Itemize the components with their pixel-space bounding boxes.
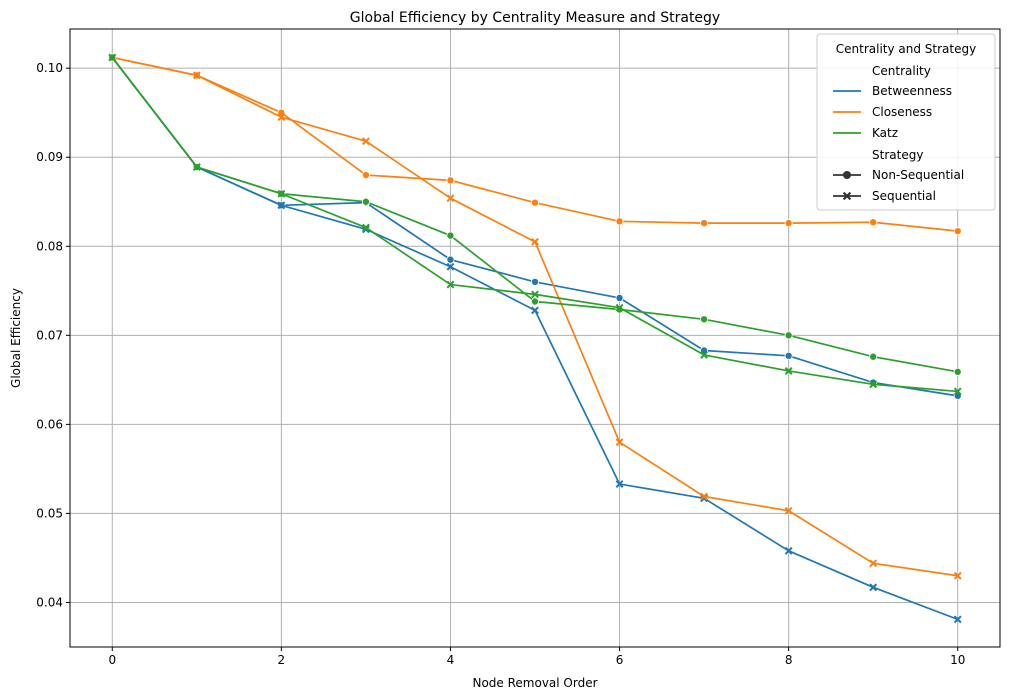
data-point-katz-sequential bbox=[446, 280, 455, 289]
y-tick-label: 0.09 bbox=[36, 150, 63, 164]
x-tick-label: 8 bbox=[785, 653, 793, 667]
legend-centrality-header: Centrality bbox=[872, 64, 931, 78]
legend-strategy-entries: Non-Sequential Sequential bbox=[833, 168, 964, 203]
data-point-katz-non-sequential bbox=[869, 352, 878, 361]
data-point-closeness-non-sequential bbox=[531, 198, 540, 207]
data-point-katz-sequential bbox=[700, 351, 708, 359]
data-point-closeness-non-sequential bbox=[446, 176, 455, 185]
data-point-katz-sequential bbox=[953, 387, 962, 396]
x-tick-label: 0 bbox=[108, 653, 116, 667]
legend-marker-non-sequential bbox=[843, 171, 851, 179]
data-point-closeness-sequential bbox=[192, 71, 201, 80]
legend-label-closeness: Closeness bbox=[872, 105, 932, 119]
data-point-betweenness-sequential bbox=[615, 480, 624, 488]
legend-label-non-sequential: Non-Sequential bbox=[872, 168, 964, 182]
data-point-katz-sequential bbox=[615, 303, 624, 312]
x-tick-label: 4 bbox=[447, 653, 455, 667]
x-axis-label: Node Removal Order bbox=[472, 676, 597, 690]
data-point-closeness-non-sequential bbox=[953, 227, 962, 236]
y-tick-label: 0.05 bbox=[36, 506, 63, 520]
legend-marker-sequential bbox=[842, 191, 852, 201]
legend-label-katz: Katz bbox=[872, 126, 898, 140]
axis-ticks: 0 2 4 6 8 10 0.04 0.05 0.06 0.07 0.08 0.09 0.10 bbox=[36, 61, 965, 667]
data-point-closeness-sequential bbox=[531, 237, 539, 246]
data-point-katz-non-sequential bbox=[700, 315, 709, 324]
data-point-closeness-non-sequential bbox=[700, 219, 709, 228]
data-point-katz-sequential bbox=[784, 367, 793, 375]
data-point-closeness-sequential bbox=[953, 571, 962, 580]
data-point-katz-sequential bbox=[277, 189, 286, 198]
data-point-betweenness-sequential bbox=[953, 615, 962, 624]
series-katz-sequential bbox=[108, 53, 962, 396]
legend: Centrality and Strategy Centrality Betwe… bbox=[816, 33, 996, 211]
data-point-betweenness-sequential bbox=[869, 583, 878, 592]
data-point-betweenness-sequential bbox=[531, 306, 539, 315]
data-point-katz-non-sequential bbox=[784, 331, 793, 340]
series-lines bbox=[108, 53, 962, 624]
data-point-betweenness-non-sequential bbox=[531, 277, 540, 286]
y-axis-label: Global Efficiency bbox=[9, 288, 23, 388]
data-point-katz-sequential bbox=[531, 290, 539, 299]
series-betweenness-sequential bbox=[108, 53, 962, 624]
data-point-closeness-non-sequential bbox=[615, 217, 624, 226]
y-tick-label: 0.07 bbox=[36, 328, 63, 342]
legend-box bbox=[816, 33, 996, 211]
data-point-closeness-sequential bbox=[277, 113, 286, 122]
y-tick-label: 0.06 bbox=[36, 417, 63, 431]
plot-frame bbox=[69, 28, 1001, 648]
data-point-katz-non-sequential bbox=[953, 367, 962, 376]
data-point-betweenness-non-sequential bbox=[615, 293, 624, 302]
data-point-closeness-non-sequential bbox=[361, 171, 370, 180]
data-point-betweenness-sequential bbox=[277, 201, 286, 210]
data-point-katz-sequential bbox=[362, 223, 370, 232]
y-tick-label: 0.04 bbox=[36, 595, 63, 609]
x-tick-label: 10 bbox=[950, 653, 965, 667]
chart-title: Global Efficiency by Centrality Measure … bbox=[350, 10, 720, 26]
legend-label-sequential: Sequential bbox=[872, 189, 936, 203]
grid-lines bbox=[70, 29, 1000, 647]
x-tick-label: 6 bbox=[616, 653, 624, 667]
x-tick-label: 2 bbox=[278, 653, 286, 667]
legend-strategy-header: Strategy bbox=[872, 148, 923, 162]
y-tick-label: 0.08 bbox=[36, 239, 63, 253]
legend-centrality-entries: Betweenness Closeness Katz bbox=[833, 84, 952, 140]
data-point-closeness-sequential bbox=[446, 194, 455, 203]
data-point-katz-sequential bbox=[192, 163, 201, 171]
data-point-betweenness-sequential bbox=[784, 546, 793, 555]
data-point-closeness-sequential bbox=[784, 506, 793, 515]
data-point-katz-non-sequential bbox=[446, 231, 455, 240]
legend-title: Centrality and Strategy bbox=[836, 42, 976, 56]
data-point-closeness-sequential bbox=[869, 559, 878, 568]
data-point-katz-non-sequential bbox=[531, 297, 540, 306]
data-point-katz-sequential bbox=[869, 380, 878, 389]
data-point-betweenness-sequential bbox=[446, 262, 455, 271]
data-point-betweenness-non-sequential bbox=[784, 351, 793, 360]
data-point-katz-sequential bbox=[108, 53, 117, 62]
legend-label-betweenness: Betweenness bbox=[872, 84, 952, 98]
data-point-closeness-non-sequential bbox=[784, 219, 793, 228]
y-tick-label: 0.10 bbox=[36, 61, 63, 75]
data-point-betweenness-non-sequential bbox=[446, 255, 455, 264]
data-point-closeness-sequential bbox=[615, 438, 624, 447]
data-point-closeness-sequential bbox=[362, 137, 370, 146]
data-point-katz-non-sequential bbox=[361, 197, 370, 206]
data-point-closeness-non-sequential bbox=[869, 218, 878, 227]
data-point-closeness-sequential bbox=[700, 492, 708, 501]
